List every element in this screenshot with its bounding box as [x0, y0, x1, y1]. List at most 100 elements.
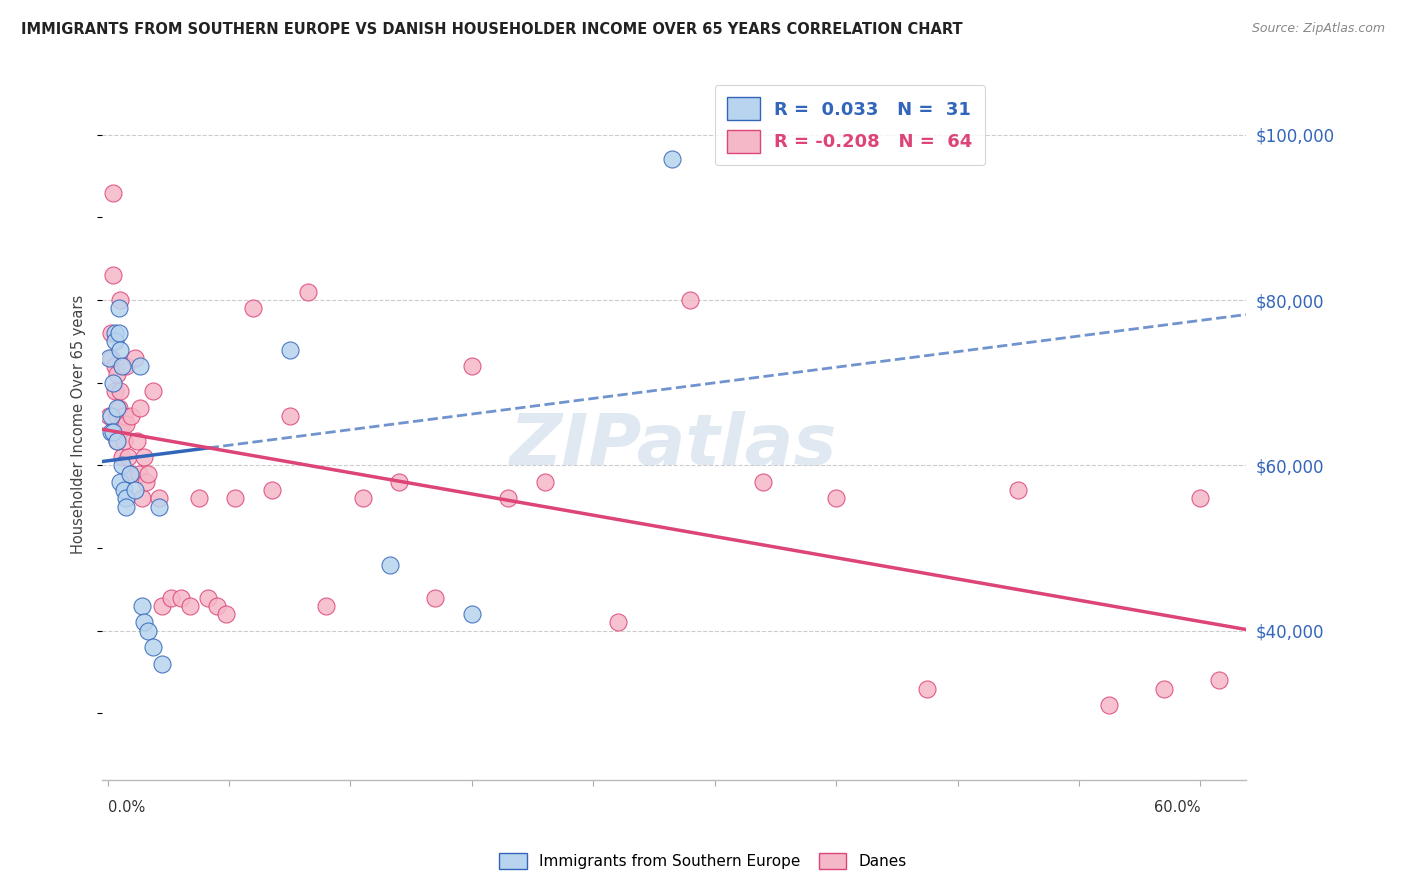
Point	[131, 491, 153, 506]
Point	[533, 475, 555, 489]
Point	[752, 475, 775, 489]
Point	[101, 186, 124, 200]
Point	[215, 607, 238, 622]
Point	[107, 425, 129, 440]
Point	[117, 450, 139, 464]
Point	[112, 409, 135, 423]
Point	[101, 425, 124, 440]
Point	[1098, 698, 1121, 713]
Point	[197, 591, 219, 605]
Point	[105, 401, 128, 415]
Point	[118, 467, 141, 481]
Point	[179, 599, 201, 613]
Point	[461, 359, 484, 374]
Legend: R =  0.033   N =  31, R = -0.208   N =  64: R = 0.033 N = 31, R = -0.208 N = 64	[714, 85, 986, 165]
Point	[1208, 673, 1230, 688]
Point	[98, 351, 121, 365]
Point	[131, 599, 153, 613]
Point	[260, 483, 283, 498]
Point	[115, 500, 138, 514]
Point	[150, 657, 173, 671]
Point	[378, 558, 401, 572]
Point	[118, 467, 141, 481]
Point	[825, 491, 848, 506]
Point	[129, 359, 152, 374]
Point	[142, 384, 165, 398]
Point	[297, 285, 319, 299]
Point	[110, 384, 132, 398]
Point	[105, 434, 128, 448]
Point	[104, 334, 127, 349]
Text: 60.0%: 60.0%	[1154, 800, 1201, 815]
Point	[1153, 681, 1175, 696]
Point	[101, 376, 124, 390]
Text: IMMIGRANTS FROM SOUTHERN EUROPE VS DANISH HOUSEHOLDER INCOME OVER 65 YEARS CORRE: IMMIGRANTS FROM SOUTHERN EUROPE VS DANIS…	[21, 22, 963, 37]
Point	[100, 409, 122, 423]
Point	[104, 359, 127, 374]
Y-axis label: Householder Income Over 65 years: Householder Income Over 65 years	[72, 294, 86, 554]
Point	[105, 368, 128, 382]
Point	[148, 500, 170, 514]
Point	[150, 599, 173, 613]
Point	[104, 326, 127, 340]
Point	[115, 417, 138, 431]
Point	[112, 434, 135, 448]
Point	[105, 409, 128, 423]
Point	[169, 591, 191, 605]
Point	[105, 434, 128, 448]
Point	[124, 483, 146, 498]
Point	[115, 359, 138, 374]
Point	[205, 599, 228, 613]
Point	[111, 359, 134, 374]
Point	[915, 681, 938, 696]
Point	[315, 599, 337, 613]
Point	[112, 483, 135, 498]
Point	[498, 491, 520, 506]
Point	[278, 343, 301, 357]
Point	[104, 425, 127, 440]
Point	[111, 458, 134, 473]
Point	[136, 624, 159, 638]
Point	[148, 491, 170, 506]
Point	[104, 384, 127, 398]
Point	[98, 409, 121, 423]
Point	[125, 434, 148, 448]
Point	[388, 475, 411, 489]
Point	[224, 491, 246, 506]
Point	[111, 417, 134, 431]
Point	[120, 409, 142, 423]
Point	[132, 615, 155, 630]
Point	[111, 450, 134, 464]
Point	[242, 301, 264, 316]
Point	[128, 467, 150, 481]
Point	[110, 475, 132, 489]
Point	[142, 640, 165, 655]
Point	[352, 491, 374, 506]
Point	[461, 607, 484, 622]
Point	[136, 467, 159, 481]
Point	[606, 615, 628, 630]
Point	[107, 401, 129, 415]
Point	[100, 326, 122, 340]
Text: ZIPatlas: ZIPatlas	[510, 411, 838, 480]
Point	[1007, 483, 1029, 498]
Point	[107, 301, 129, 316]
Point	[278, 409, 301, 423]
Point	[100, 351, 122, 365]
Text: 0.0%: 0.0%	[108, 800, 145, 815]
Text: Source: ZipAtlas.com: Source: ZipAtlas.com	[1251, 22, 1385, 36]
Point	[110, 343, 132, 357]
Point	[679, 293, 702, 307]
Point	[101, 268, 124, 283]
Point	[129, 401, 152, 415]
Point	[100, 425, 122, 440]
Point	[135, 475, 157, 489]
Legend: Immigrants from Southern Europe, Danes: Immigrants from Southern Europe, Danes	[494, 847, 912, 875]
Point	[107, 326, 129, 340]
Point	[425, 591, 447, 605]
Point	[132, 450, 155, 464]
Point	[661, 153, 683, 167]
Point	[187, 491, 209, 506]
Point	[124, 351, 146, 365]
Point	[115, 491, 138, 506]
